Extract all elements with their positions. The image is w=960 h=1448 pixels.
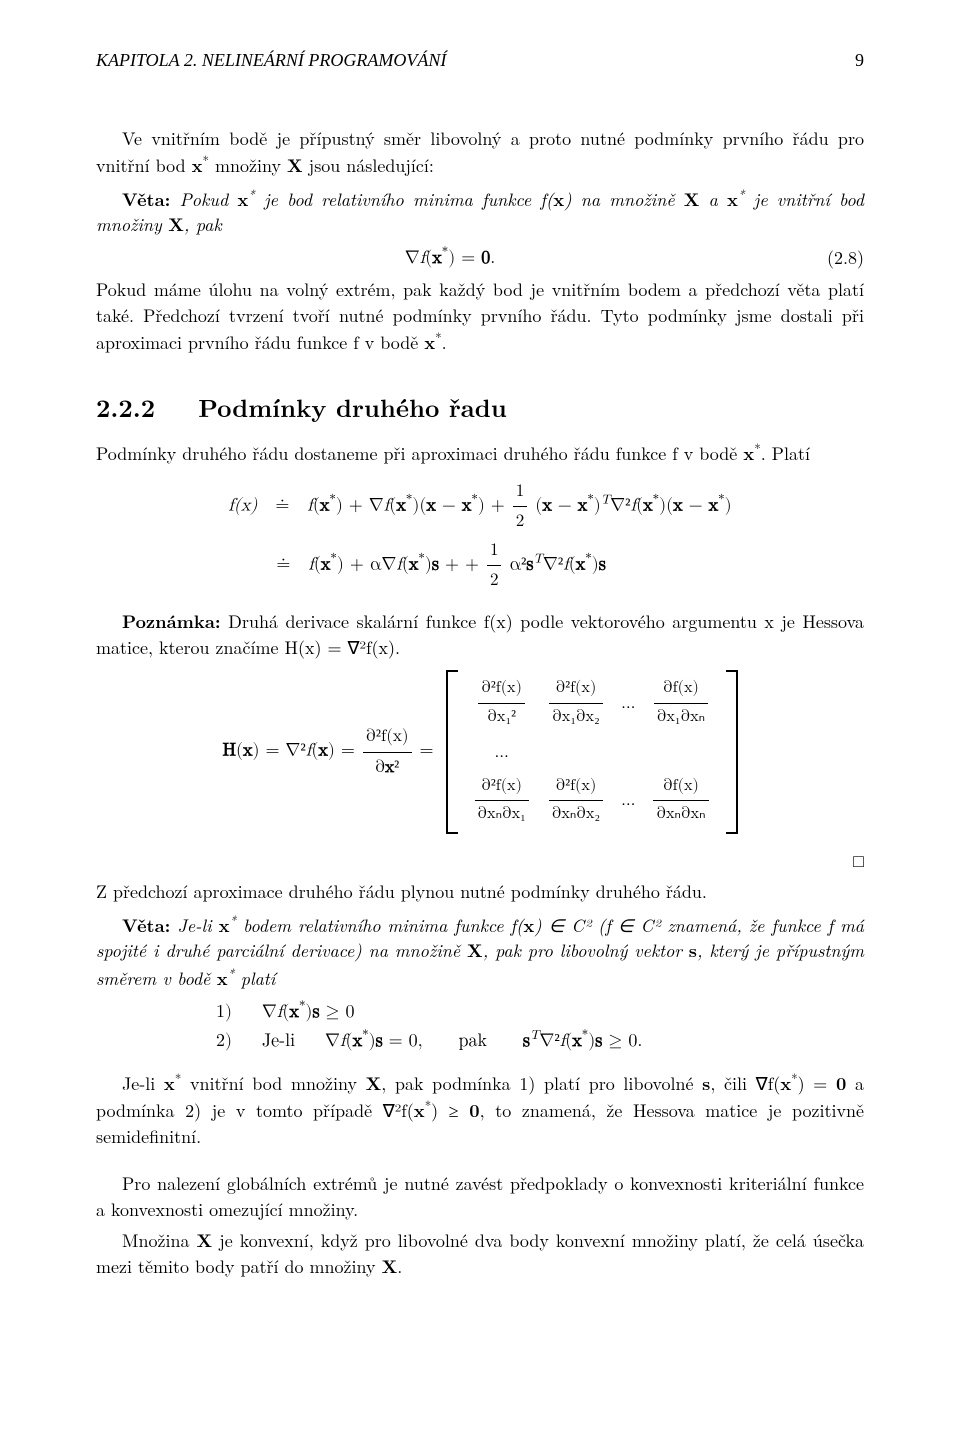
page: KAPITOLA 2. NELINEÁRNÍ PROGRAMOVÁNÍ 9 Ve… xyxy=(0,0,960,1448)
theorem-1: Věta: Pokud x* je bod relativního minima… xyxy=(96,185,864,238)
hessian-definition: H(x) = ∇²f(x) = ∂²f(x)∂x² = ∂²f(x)∂x₁² ∂… xyxy=(96,670,864,834)
para-after-eq: Pokud máme úlohu na volný extrém, pak ka… xyxy=(96,277,864,356)
chapter-title: KAPITOLA 2. NELINEÁRNÍ PROGRAMOVÁNÍ xyxy=(96,48,446,74)
equation-2-8: ∇f(x*) = 0. (2.8) xyxy=(96,244,864,272)
para-convex-set: Množina X je konvexní, když pro libovoln… xyxy=(96,1228,864,1279)
eq-expr: ∇f(x*) = 0. xyxy=(405,249,496,267)
page-number: 9 xyxy=(855,48,864,74)
para-after-hessian: Z předchozí aproximace druhého řádu plyn… xyxy=(96,879,864,905)
hessian-matrix: ∂²f(x)∂x₁² ∂²f(x)∂x₁∂x₂ … ∂f(x)∂x₁∂xₙ … … xyxy=(446,670,738,834)
para-convexity: Pro nalezení globálních extrémů je nutné… xyxy=(96,1171,864,1222)
qed-mark: □ xyxy=(96,848,864,874)
para-intro: Ve vnitřním bodě je přípustný směr libov… xyxy=(96,126,864,179)
condition-2: 2) Je-li ∇f(x*)s = 0, pak sT∇²f(x*)s ≥ 0… xyxy=(216,1027,864,1055)
eq-number: (2.8) xyxy=(804,245,864,271)
conditions: 1) ∇f(x*)s ≥ 0 2) Je-li ∇f(x*)s = 0, pak… xyxy=(216,998,864,1055)
theorem-label: Věta: xyxy=(122,187,170,212)
theorem-2-label: Věta: xyxy=(122,913,170,938)
running-head: KAPITOLA 2. NELINEÁRNÍ PROGRAMOVÁNÍ 9 xyxy=(96,48,864,74)
remark-label: Poznámka: xyxy=(122,609,221,634)
theorem-2: Věta: Je-li x* bodem relativního minima … xyxy=(96,911,864,992)
section-number: 2.2.2 xyxy=(96,390,155,425)
para-section-intro: Podmínky druhého řádu dostaneme při apro… xyxy=(96,439,864,467)
taylor-expansion: f(x) ≐ f(x*) + ∇f(x*)(x − x*) + 12 (x − … xyxy=(96,477,864,595)
section-title: Podmínky druhého řadu xyxy=(198,390,506,425)
section-heading: 2.2.2 Podmínky druhého řadu xyxy=(96,390,864,426)
para-inner-point: Je-li x* vnitřní bod množiny X, pak podm… xyxy=(96,1069,864,1150)
remark: Poznámka: Druhá derivace skalární funkce… xyxy=(96,609,864,660)
hessian-grid: ∂²f(x)∂x₁² ∂²f(x)∂x₁∂x₂ … ∂f(x)∂x₁∂xₙ … … xyxy=(458,670,726,834)
condition-1: 1) ∇f(x*)s ≥ 0 xyxy=(216,998,864,1026)
